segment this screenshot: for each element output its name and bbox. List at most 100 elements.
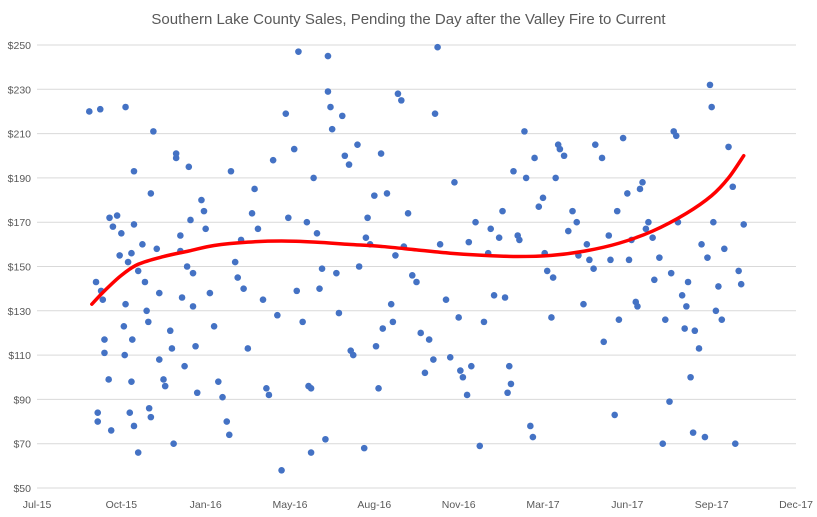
- data-point: [543, 267, 551, 275]
- data-point: [206, 289, 214, 297]
- data-point: [290, 145, 298, 153]
- data-point: [327, 103, 334, 111]
- data-point: [636, 185, 644, 193]
- data-point: [417, 329, 425, 337]
- data-point: [259, 296, 267, 304]
- gridlines: [37, 44, 796, 489]
- data-point: [134, 449, 142, 456]
- data-point: [521, 128, 528, 135]
- data-point: [121, 351, 129, 359]
- data-point: [666, 398, 673, 405]
- data-point: [328, 125, 336, 133]
- data-point: [639, 179, 646, 186]
- data-point: [345, 161, 353, 168]
- data-point: [434, 43, 441, 51]
- data-point: [215, 378, 222, 385]
- data-point: [729, 183, 737, 191]
- data-point: [324, 52, 332, 60]
- data-point: [139, 241, 146, 248]
- data-point: [274, 311, 281, 319]
- data-point: [130, 221, 138, 228]
- data-point: [619, 134, 627, 142]
- data-point: [740, 221, 748, 228]
- data-point: [476, 442, 484, 450]
- data-point: [155, 289, 163, 297]
- data-point: [153, 245, 161, 253]
- y-tick-label: $130: [8, 306, 32, 318]
- data-point: [372, 342, 380, 350]
- data-point: [128, 378, 135, 385]
- x-tick-label: Oct-15: [106, 499, 138, 511]
- data-point: [708, 103, 715, 111]
- data-point: [94, 418, 102, 425]
- y-tick-label: $210: [8, 129, 32, 141]
- x-tick-label: May-16: [272, 499, 307, 511]
- data-point: [451, 179, 458, 186]
- data-point: [389, 318, 397, 326]
- data-point: [310, 174, 317, 182]
- data-point: [161, 382, 169, 390]
- data-point: [299, 318, 306, 326]
- x-tick-label: Mar-17: [526, 499, 559, 511]
- data-point: [600, 338, 608, 346]
- data-point: [459, 373, 467, 381]
- data-point: [408, 272, 416, 279]
- data-point: [383, 190, 391, 197]
- data-point: [124, 258, 132, 266]
- data-point: [689, 429, 697, 436]
- data-point: [147, 413, 155, 421]
- data-point: [109, 223, 117, 230]
- data-point: [615, 316, 623, 323]
- data-point: [248, 210, 256, 217]
- y-tick-label: $250: [8, 40, 32, 52]
- data-point: [375, 385, 382, 392]
- data-point: [234, 274, 242, 281]
- data-point: [681, 325, 688, 332]
- data-point: [223, 418, 231, 425]
- data-point: [227, 167, 235, 175]
- data-point: [436, 241, 444, 248]
- data-point: [122, 300, 129, 308]
- chart-title: Southern Lake County Sales, Pending the …: [151, 11, 666, 28]
- data-point: [244, 345, 252, 352]
- data-point: [535, 203, 543, 210]
- data-point: [150, 128, 157, 135]
- data-point: [189, 269, 197, 277]
- data-point: [425, 336, 433, 343]
- data-point: [116, 252, 123, 259]
- data-point: [548, 314, 555, 321]
- data-point: [522, 174, 530, 182]
- x-tick-label: Sep-17: [695, 499, 729, 511]
- data-point: [338, 112, 346, 120]
- data-point: [678, 291, 686, 299]
- data-point: [659, 440, 667, 448]
- data-point: [687, 373, 694, 381]
- data-point: [442, 296, 450, 304]
- data-point: [455, 314, 462, 321]
- trendline: [90, 154, 746, 306]
- data-point: [265, 391, 273, 399]
- data-point: [651, 276, 658, 284]
- data-point: [642, 225, 650, 233]
- data-point: [611, 411, 618, 419]
- data-point: [487, 225, 495, 233]
- data-point: [240, 285, 247, 292]
- data-point: [701, 433, 709, 441]
- data-point: [499, 207, 506, 215]
- data-point: [505, 362, 513, 370]
- data-point: [210, 323, 218, 330]
- data-point: [170, 440, 177, 448]
- data-point: [263, 385, 270, 392]
- data-point: [295, 48, 302, 55]
- data-point: [322, 435, 329, 443]
- data-point: [539, 194, 547, 202]
- data-point: [349, 351, 357, 359]
- data-point: [251, 185, 258, 193]
- data-point: [285, 214, 292, 222]
- data-points: [85, 43, 748, 474]
- x-tick-label: Jul-15: [23, 499, 52, 511]
- data-point: [307, 385, 315, 392]
- data-point: [185, 163, 193, 171]
- data-point: [360, 444, 368, 452]
- data-point: [560, 152, 568, 160]
